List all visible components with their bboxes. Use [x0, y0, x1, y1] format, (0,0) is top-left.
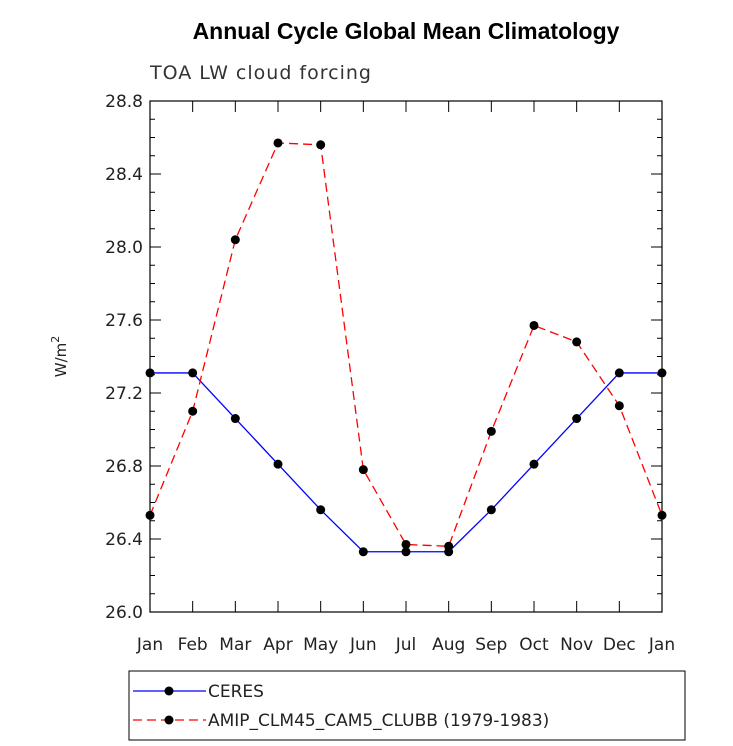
data-point	[316, 140, 326, 150]
data-point	[657, 510, 667, 520]
legend-label: AMIP_CLM45_CAM5_CLUBB (1979-1983)	[208, 711, 549, 731]
data-point	[230, 414, 240, 424]
legend-label: CERES	[208, 682, 264, 702]
y-tick-label: 27.6	[105, 311, 143, 331]
legend-marker	[164, 686, 174, 696]
series-line-2	[149, 142, 663, 547]
x-tick-label: Feb	[178, 635, 208, 655]
data-point	[358, 465, 368, 475]
x-tick-label: May	[303, 635, 338, 655]
data-point	[188, 368, 198, 378]
x-tick-label: Nov	[560, 635, 593, 655]
data-point	[614, 368, 624, 378]
x-tick-label: Oct	[519, 635, 549, 655]
x-tick-label: Dec	[603, 635, 636, 655]
chart-title: Annual Cycle Global Mean Climatology	[193, 18, 620, 44]
data-point	[401, 547, 411, 557]
x-tick-label: Mar	[219, 635, 251, 655]
data-point	[145, 510, 155, 520]
data-point	[657, 368, 667, 378]
data-point	[401, 539, 411, 549]
y-tick-label: 27.2	[105, 384, 143, 404]
data-point	[273, 459, 283, 469]
y-tick-label: 26.0	[105, 603, 143, 623]
legend-box	[128, 670, 686, 741]
x-tick-label: Jan	[136, 635, 163, 655]
data-point	[614, 401, 624, 411]
plot-axes: 26.0 26.4 26.8 27.2 27.6 28.0 28.4 28.8 Jan Feb Ma…	[49, 92, 675, 655]
chart-subtitle: TOA LW cloud forcing	[149, 62, 372, 84]
data-point	[273, 138, 283, 148]
y-tick-label: 26.8	[105, 457, 143, 477]
data-point	[486, 505, 496, 515]
x-tick-label: Aug	[432, 635, 465, 655]
data-point	[572, 337, 582, 347]
data-point	[572, 414, 582, 424]
series-line-1	[150, 372, 662, 553]
x-tick-label: Jun	[349, 635, 377, 655]
y-tick-label: 28.8	[105, 92, 143, 112]
y-tick-label: 26.4	[105, 530, 143, 550]
data-point	[486, 426, 496, 436]
plot-frame	[149, 100, 663, 613]
x-tick-label: Jan	[648, 635, 675, 655]
data-point	[230, 235, 240, 245]
data-point	[358, 547, 368, 557]
legend-marker	[164, 715, 174, 725]
series-layer	[145, 138, 667, 557]
x-tick-label: Apr	[263, 635, 292, 655]
data-point	[444, 541, 454, 551]
x-tick-label: Jul	[395, 635, 417, 655]
x-tick-label: Sep	[475, 635, 507, 655]
data-point	[316, 505, 326, 515]
y-tick-label: 28.4	[105, 165, 143, 185]
y-tick-label: 28.0	[105, 238, 143, 258]
data-point	[188, 406, 198, 416]
y-axis-label: W/m2	[49, 336, 70, 378]
legend: CERES AMIP_CLM45_CAM5_CLUBB (1979-1983)	[128, 670, 686, 741]
data-point	[145, 368, 155, 378]
data-point	[529, 459, 539, 469]
data-point	[529, 320, 539, 330]
